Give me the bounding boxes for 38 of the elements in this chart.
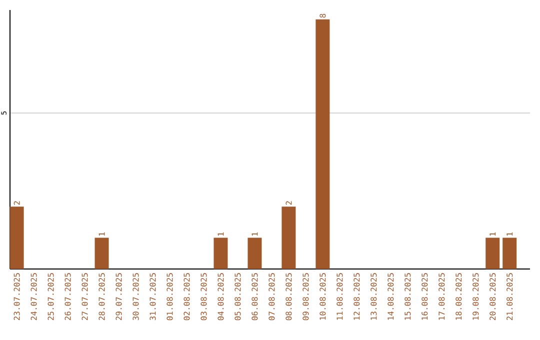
x-tick-label: 18.08.2025 <box>456 273 462 320</box>
data-label: 1 <box>98 232 105 236</box>
x-tick-label: 26.07.2025 <box>64 273 71 320</box>
x-tick-label: 21.08.2025 <box>506 273 513 320</box>
data-label: 1 <box>490 232 496 236</box>
x-tick-label: 02.08.2025 <box>184 273 190 320</box>
x-tick-label: 08.08.2025 <box>286 273 292 320</box>
data-label: 1 <box>252 232 258 236</box>
x-tick-label: 25.07.2025 <box>48 273 54 320</box>
x-tick-label: 10.08.2025 <box>320 273 326 320</box>
x-tick-label: 23.07.2025 <box>14 273 20 320</box>
x-tick-label: 07.08.2025 <box>268 273 275 320</box>
x-tick-label: 29.07.2025 <box>116 273 122 320</box>
x-tick-label: 27.07.2025 <box>82 273 88 320</box>
x-tick-label: 05.08.2025 <box>234 273 241 320</box>
x-tick-label: 20.08.2025 <box>490 273 496 320</box>
x-tick-label: 03.08.2025 <box>200 273 207 320</box>
x-tick-label: 14.08.2025 <box>388 273 394 320</box>
data-label: 2 <box>286 201 292 205</box>
x-tick-label: 16.08.2025 <box>422 273 428 320</box>
x-tick-label: 01.08.2025 <box>166 273 173 320</box>
x-tick-label: 11.08.2025 <box>336 273 343 320</box>
x-tick-label: 19.08.2025 <box>472 273 479 320</box>
x-tick-label: 13.08.2025 <box>370 273 377 320</box>
data-label: 2 <box>14 201 20 205</box>
x-tick-label: 15.08.2025 <box>404 273 411 320</box>
x-tick-label: 30.07.2025 <box>132 273 139 320</box>
data-label: 1 <box>506 232 513 236</box>
x-tick-label: 28.07.2025 <box>98 273 105 320</box>
x-tick-label: 31.07.2025 <box>150 273 156 320</box>
x-tick-label: 12.08.2025 <box>354 273 360 320</box>
x-tick-label: 24.07.2025 <box>30 273 37 320</box>
x-tick-label: 06.08.2025 <box>252 273 258 320</box>
x-tick-label: 17.08.2025 <box>438 273 445 320</box>
x-tick-label: 04.08.2025 <box>218 273 224 320</box>
data-label: 8 <box>320 14 326 18</box>
data-label: 1 <box>218 232 224 236</box>
x-tick-label: 09.08.2025 <box>302 273 309 320</box>
